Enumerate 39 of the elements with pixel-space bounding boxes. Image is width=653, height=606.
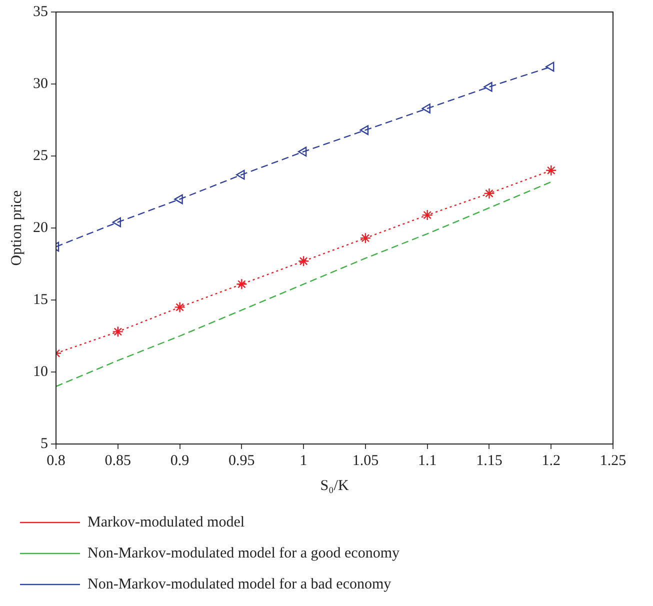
y-axis-title: Option price: [8, 190, 25, 266]
y-tick-label: 10: [33, 364, 48, 380]
x-axis-title: S₀/K: [320, 478, 349, 494]
point: [546, 164, 557, 176]
point: [112, 326, 124, 338]
x-tick-label: 1: [300, 452, 308, 469]
legend-label: Non-Markov-modulated model for a bad economy: [88, 576, 392, 592]
point: [360, 125, 369, 136]
x-tick-label: 0.85: [104, 452, 132, 469]
x-tick-label: 1.05: [352, 452, 379, 469]
point: [298, 146, 307, 157]
y-tick-label: 25: [33, 148, 48, 164]
point: [422, 209, 433, 221]
x-tick-label: 0.8: [46, 452, 66, 469]
y-tick-label: 20: [33, 220, 48, 236]
point: [174, 302, 186, 313]
x-tick-label: 1.1: [418, 452, 437, 469]
x-tick-label: 0.95: [228, 452, 255, 469]
point: [236, 278, 248, 290]
point: [112, 217, 121, 228]
line-series: [56, 181, 552, 387]
point: [298, 256, 310, 267]
point: [484, 82, 492, 92]
x-tick-label: 1.15: [476, 452, 502, 469]
x-tick-label: 0.9: [170, 452, 190, 469]
point: [546, 62, 554, 72]
y-tick-label: 30: [33, 76, 48, 92]
legend-label: Markov-modulated model: [88, 514, 245, 530]
point: [174, 194, 183, 204]
y-tick-label: 15: [33, 292, 48, 308]
y-tick-label: 35: [33, 4, 48, 20]
point: [236, 170, 245, 180]
x-tick-label: 1.2: [542, 452, 560, 469]
point: [360, 232, 372, 244]
legend-label: Non-Markov-modulated model for a good economy: [88, 545, 400, 562]
point: [484, 188, 495, 200]
point: [422, 104, 430, 114]
y-tick-label: 5: [40, 436, 48, 452]
x-tick-label: 1.25: [600, 452, 626, 469]
